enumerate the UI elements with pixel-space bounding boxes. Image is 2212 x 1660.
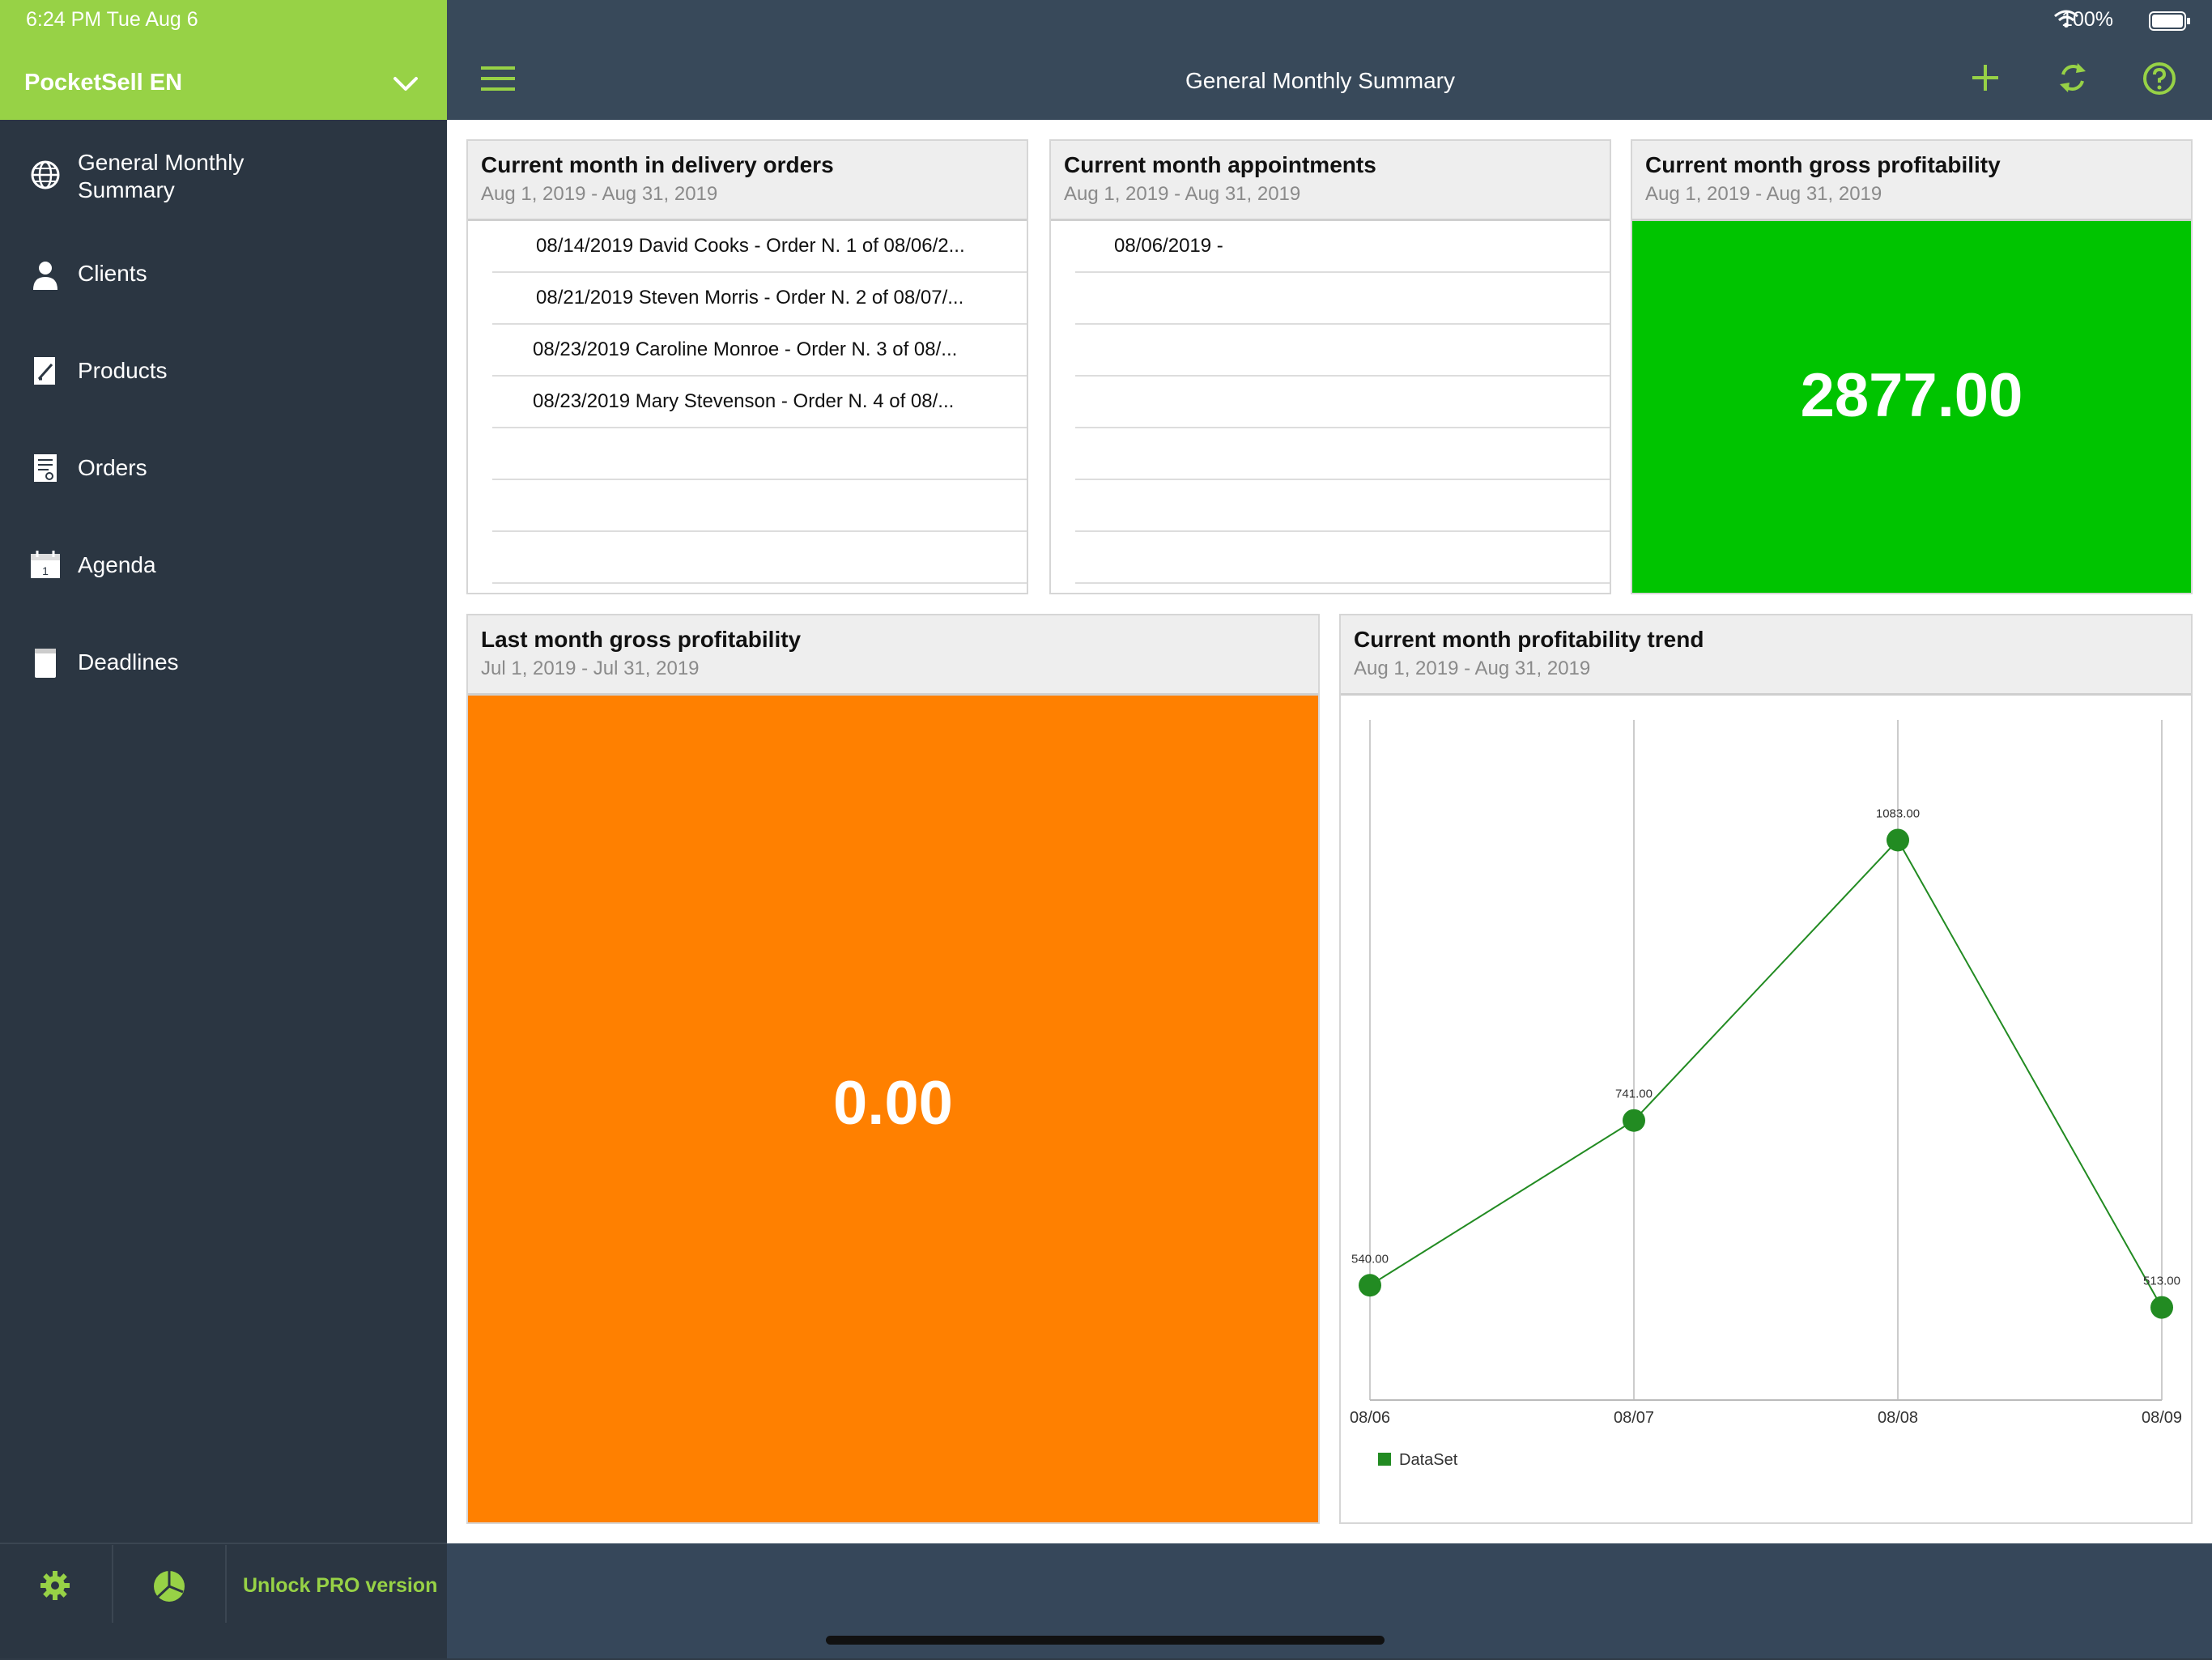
sidebar-item-agenda[interactable]: 1 Agenda <box>0 521 447 611</box>
home-indicator <box>826 1636 1385 1645</box>
value-panel: 0.00 <box>468 696 1318 1522</box>
app-title: PocketSell EN <box>24 70 183 96</box>
data-label: 513.00 <box>2143 1275 2180 1288</box>
receipt-icon <box>34 454 57 482</box>
card-date-range: Aug 1, 2019 - Aug 31, 2019 <box>481 183 718 205</box>
list-item <box>1075 428 1610 480</box>
battery-icon <box>2149 11 2191 31</box>
edit-icon <box>34 357 55 385</box>
card-delivery-orders: Current month in delivery orders Aug 1, … <box>466 139 1028 594</box>
data-point <box>1887 828 1909 852</box>
globe-icon <box>31 160 60 189</box>
profitability-line-chart: 540.00 741.00 1083.00 513.00 08/06 08/07 08/08… <box>1350 720 2182 1469</box>
refresh-icon[interactable] <box>2057 60 2089 96</box>
sidebar-item-products[interactable]: Products <box>0 327 447 416</box>
sidebar-item-orders[interactable]: Orders <box>0 424 447 513</box>
app-switcher[interactable]: 6:24 PM Tue Aug 6 PocketSell EN <box>0 0 447 120</box>
status-time: 6:24 PM Tue Aug 6 <box>26 8 198 31</box>
list-item[interactable]: 08/06/2019 - <box>1075 221 1610 273</box>
page-title: General Monthly Summary <box>1185 68 1456 93</box>
wifi-icon <box>2053 10 2079 29</box>
data-label: 1083.00 <box>1876 807 1920 820</box>
list-item <box>1075 532 1610 584</box>
card-title: Current month profitability trend <box>1354 627 1704 652</box>
notebook-icon <box>35 649 56 678</box>
card-title: Current month appointments <box>1064 152 1376 177</box>
list-item <box>1075 273 1610 325</box>
gear-icon[interactable] <box>39 1569 71 1602</box>
list-item <box>492 532 1027 584</box>
data-label: 540.00 <box>1351 1252 1389 1266</box>
sidebar-item-label: Clients <box>78 261 147 286</box>
card-header: Last month gross profitability Jul 1, 20… <box>468 615 1318 696</box>
list-item[interactable]: 08/14/2019 David Cooks - Order N. 1 of 0… <box>492 221 1027 273</box>
series-line <box>1369 838 2163 1309</box>
card-profitability-trend: Current month profitability trend Aug 1,… <box>1339 614 2193 1524</box>
card-title: Current month gross profitability <box>1645 152 2001 177</box>
gross-value: 0.00 <box>833 1069 953 1138</box>
x-tick-label: 08/06 <box>1350 1409 1390 1427</box>
help-icon[interactable] <box>2142 62 2176 96</box>
add-icon[interactable] <box>1971 63 2000 92</box>
menu-icon[interactable] <box>481 66 515 91</box>
data-point <box>1623 1109 1645 1132</box>
footer-divider <box>225 1545 227 1623</box>
sidebar <box>0 0 447 1658</box>
card-title: Current month in delivery orders <box>481 152 834 177</box>
list-item[interactable]: 08/23/2019 Caroline Monroe - Order N. 3 … <box>492 325 1027 377</box>
card-date-range: Aug 1, 2019 - Aug 31, 2019 <box>1064 183 1301 205</box>
card-last-month-gross-profitability[interactable]: Last month gross profitability Jul 1, 20… <box>466 614 1320 1524</box>
card-title: Last month gross profitability <box>481 627 802 652</box>
chevron-down-icon[interactable] <box>392 71 419 96</box>
battery-percent: 100% <box>2061 8 2113 31</box>
list-item <box>1075 377 1610 428</box>
gross-value: 2877.00 <box>1800 361 2023 430</box>
card-header: Current month gross profitability Aug 1,… <box>1632 141 2191 221</box>
pie-chart-icon[interactable] <box>152 1569 186 1603</box>
list-item <box>492 428 1027 480</box>
card-header: Current month profitability trend Aug 1,… <box>1341 615 2191 696</box>
calendar-day: 1 <box>42 564 49 577</box>
data-label: 741.00 <box>1615 1088 1653 1101</box>
sidebar-item-general-monthly-summary[interactable]: General Monthly Summary <box>0 139 447 228</box>
sidebar-item-label: Products <box>78 358 168 383</box>
data-point <box>1359 1274 1381 1297</box>
sidebar-footer <box>0 1543 447 1660</box>
x-tick-label: 08/08 <box>1878 1409 1918 1427</box>
legend-swatch <box>1378 1453 1391 1466</box>
user-icon <box>33 262 57 290</box>
sidebar-item-label: Orders <box>78 455 147 480</box>
list-item <box>1075 480 1610 532</box>
list-item[interactable]: 08/21/2019 Steven Morris - Order N. 2 of… <box>492 273 1027 325</box>
footer-divider <box>112 1545 113 1623</box>
value-panel: 2877.00 <box>1632 221 2191 593</box>
card-date-range: Aug 1, 2019 - Aug 31, 2019 <box>1354 658 1591 679</box>
top-bar <box>447 0 2212 120</box>
list-item <box>492 480 1027 532</box>
card-date-range: Aug 1, 2019 - Aug 31, 2019 <box>1645 183 1882 205</box>
sidebar-item-deadlines[interactable]: Deadlines <box>0 619 447 708</box>
card-current-gross-profitability[interactable]: Current month gross profitability Aug 1,… <box>1631 139 2193 594</box>
calendar-icon: 1 <box>31 551 60 578</box>
sidebar-item-label: Agenda <box>78 552 156 577</box>
list-item[interactable]: 08/23/2019 Mary Stevenson - Order N. 4 o… <box>492 377 1027 428</box>
x-tick-label: 08/09 <box>2142 1409 2182 1427</box>
card-header: Current month in delivery orders Aug 1, … <box>468 141 1027 221</box>
sidebar-item-label: Deadlines <box>78 649 179 675</box>
legend-label: DataSet <box>1399 1451 1458 1469</box>
card-appointments: Current month appointments Aug 1, 2019 -… <box>1049 139 1611 594</box>
list-item <box>1075 325 1610 377</box>
sidebar-item-label: General Monthly Summary <box>78 150 245 202</box>
card-header: Current month appointments Aug 1, 2019 -… <box>1051 141 1610 221</box>
data-point <box>2150 1296 2173 1319</box>
x-tick-label: 08/07 <box>1614 1409 1654 1427</box>
card-date-range: Jul 1, 2019 - Jul 31, 2019 <box>481 658 700 679</box>
sidebar-item-clients[interactable]: Clients <box>0 230 447 319</box>
unlock-pro-button[interactable]: Unlock PRO version <box>243 1574 438 1597</box>
